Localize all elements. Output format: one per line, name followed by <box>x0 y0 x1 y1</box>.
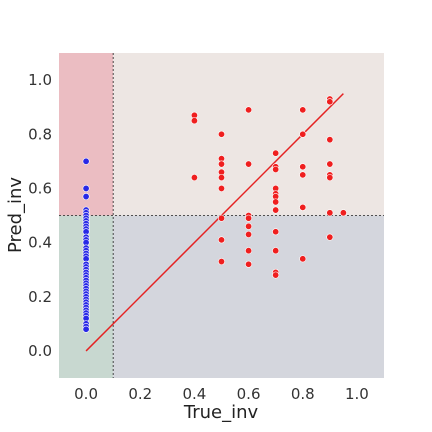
data-point-series1 <box>245 260 253 268</box>
data-point-series1 <box>272 165 280 173</box>
y-tick-label: 0.0 <box>28 342 52 360</box>
x-tick-label: 0.0 <box>74 385 98 403</box>
region-upper-right <box>113 53 385 216</box>
data-point-series1 <box>299 255 307 263</box>
data-point-series0 <box>82 157 90 165</box>
x-axis-label: True_inv <box>183 402 259 423</box>
data-point-series1 <box>272 198 280 206</box>
y-tick-labels: 0.0 0.2 0.4 0.6 0.8 1.0 <box>28 71 52 360</box>
data-point-series1 <box>245 160 253 168</box>
data-point-series1 <box>245 106 253 114</box>
data-point-series1 <box>326 233 334 241</box>
y-tick-label: 1.0 <box>28 71 52 89</box>
data-point-series1 <box>190 117 198 125</box>
data-point-series1 <box>190 174 198 182</box>
data-point-series1 <box>326 136 334 144</box>
x-tick-label: 0.6 <box>237 385 261 403</box>
data-points <box>82 95 347 333</box>
data-point-series1 <box>245 214 253 222</box>
x-tick-label: 0.2 <box>128 385 152 403</box>
data-point-series1 <box>326 209 334 217</box>
data-point-series0 <box>82 193 90 201</box>
data-point-series1 <box>272 228 280 236</box>
data-point-series1 <box>299 203 307 211</box>
data-point-series1 <box>326 160 334 168</box>
x-tick-label: 0.4 <box>182 385 206 403</box>
background-regions <box>59 53 385 378</box>
data-point-series1 <box>218 258 226 266</box>
data-point-series1 <box>299 171 307 179</box>
data-point-series1 <box>245 230 253 238</box>
data-point-series1 <box>299 130 307 138</box>
data-point-series1 <box>218 236 226 244</box>
data-point-series1 <box>326 174 334 182</box>
y-tick-label: 0.4 <box>28 234 52 252</box>
data-point-series1 <box>218 174 226 182</box>
data-point-series1 <box>299 163 307 171</box>
data-point-series1 <box>245 222 253 230</box>
x-tick-labels: 0.0 0.2 0.4 0.6 0.8 1.0 <box>74 385 369 403</box>
data-point-series1 <box>245 247 253 255</box>
data-point-series0 <box>82 325 90 333</box>
x-tick-label: 0.8 <box>291 385 315 403</box>
data-point-series1 <box>272 271 280 279</box>
data-point-series1 <box>218 184 226 192</box>
data-point-series1 <box>299 106 307 114</box>
data-point-series1 <box>218 214 226 222</box>
y-tick-label: 0.6 <box>28 179 52 197</box>
y-tick-label: 0.8 <box>28 125 52 143</box>
data-point-series1 <box>339 209 347 217</box>
data-point-series1 <box>218 160 226 168</box>
y-axis-label: Pred_inv <box>5 177 26 253</box>
x-tick-label: 1.0 <box>345 385 369 403</box>
data-point-series1 <box>272 206 280 214</box>
data-point-series1 <box>326 98 334 106</box>
data-point-series1 <box>272 149 280 157</box>
y-tick-label: 0.2 <box>28 288 52 306</box>
data-point-series1 <box>218 130 226 138</box>
region-lower-right <box>113 215 385 378</box>
data-point-series0 <box>82 184 90 192</box>
data-point-series1 <box>272 247 280 255</box>
